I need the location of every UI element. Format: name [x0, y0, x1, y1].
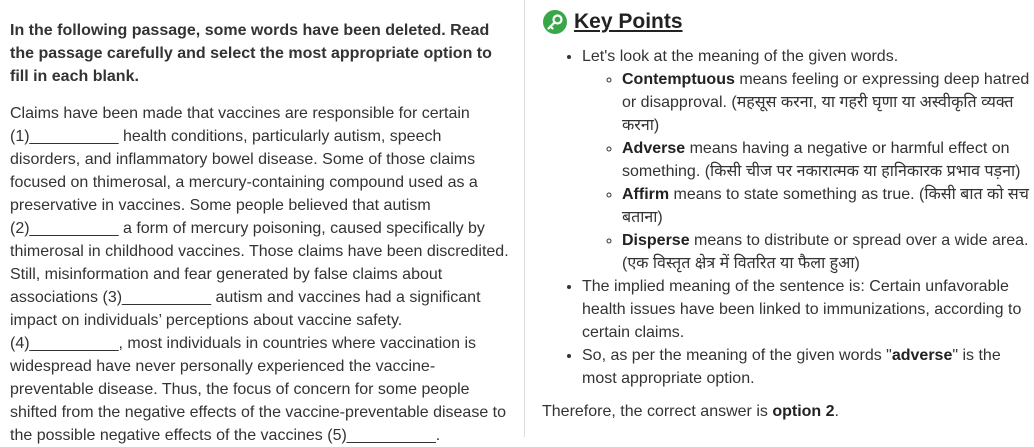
page: In the following passage, some words hav…	[0, 0, 1034, 437]
text: .	[834, 403, 839, 420]
passage-line: preservative in vaccines. Some people be…	[10, 197, 431, 214]
sub-list: Contemptuous means feeling or expressing…	[582, 68, 1030, 275]
text: means to state something as true. (किसी …	[622, 186, 1029, 226]
key-points-title: Key Points	[574, 10, 683, 33]
passage-line: focused on thimerosal, a mercury-contain…	[10, 174, 478, 191]
sub-bullet-item: Disperse means to distribute or spread o…	[622, 229, 1030, 275]
instruction: In the following passage, some words hav…	[10, 22, 492, 85]
passage-line: (2)__________ a form of mercury poisonin…	[10, 220, 485, 237]
solution-panel: Key Points Let's look at the meaning of …	[542, 0, 1030, 437]
passage-line: Claims have been made that vaccines are …	[10, 105, 470, 122]
passage-line: (4)__________, most individuals in count…	[10, 335, 477, 352]
passage-line: preventable disease. Thus, the focus of …	[10, 381, 470, 398]
text: So, as per the meaning of the given word…	[582, 347, 892, 364]
key-icon	[543, 10, 567, 34]
passage: Claims have been made that vaccines are …	[10, 102, 524, 447]
passage-line: widespread have never personally experie…	[10, 358, 436, 375]
passage-line: impact on individuals’ perceptions about…	[10, 312, 403, 329]
conclusion: Therefore, the correct answer is option …	[542, 400, 1030, 423]
bold-text: Disperse	[622, 232, 690, 249]
bullet-item: So, as per the meaning of the given word…	[582, 344, 1030, 390]
bold-text: adverse	[891, 347, 953, 364]
question-panel: In the following passage, some words hav…	[0, 0, 525, 444]
text: Therefore, the correct answer is	[542, 403, 773, 420]
text: The implied meaning of the sentence is: …	[582, 278, 1022, 341]
bullet-item: Let's look at the meaning of the given w…	[582, 45, 1030, 275]
passage-line: (1)__________ health conditions, particu…	[10, 128, 442, 145]
text: means to distribute or spread over a wid…	[622, 232, 1029, 272]
passage-line: associations (3)__________ autism and va…	[10, 289, 481, 306]
passage-line: shifted from the negative effects of the…	[10, 404, 506, 421]
sub-bullet-item: Adverse means having a negative or harmf…	[622, 137, 1030, 183]
text: means feeling or expressing deep hatred …	[622, 71, 1030, 134]
text: Let's look at the meaning of the given w…	[582, 48, 899, 65]
bold-text: option 2	[772, 403, 835, 420]
sub-bullet-item: Contemptuous means feeling or expressing…	[622, 68, 1030, 137]
key-points-list: Let's look at the meaning of the given w…	[542, 45, 1030, 390]
bold-text: Affirm	[622, 186, 670, 203]
passage-line: the possible negative effects of the vac…	[10, 427, 441, 444]
bold-text: Adverse	[622, 140, 686, 157]
passage-line: thimerosal in childhood vaccines. Those …	[10, 243, 509, 260]
passage-line: disorders, and inflammatory bowel diseas…	[10, 151, 476, 168]
bold-text: Contemptuous	[622, 71, 735, 88]
text: means having a negative or harmful effec…	[622, 140, 1021, 180]
sub-bullet-item: Affirm means to state something as true.…	[622, 183, 1030, 229]
bullet-item: The implied meaning of the sentence is: …	[582, 275, 1030, 344]
key-points-header: Key Points	[542, 8, 1030, 36]
text: " is the most appropriate option.	[582, 347, 1001, 387]
passage-line: Still, misinformation and fear generated…	[10, 266, 443, 283]
